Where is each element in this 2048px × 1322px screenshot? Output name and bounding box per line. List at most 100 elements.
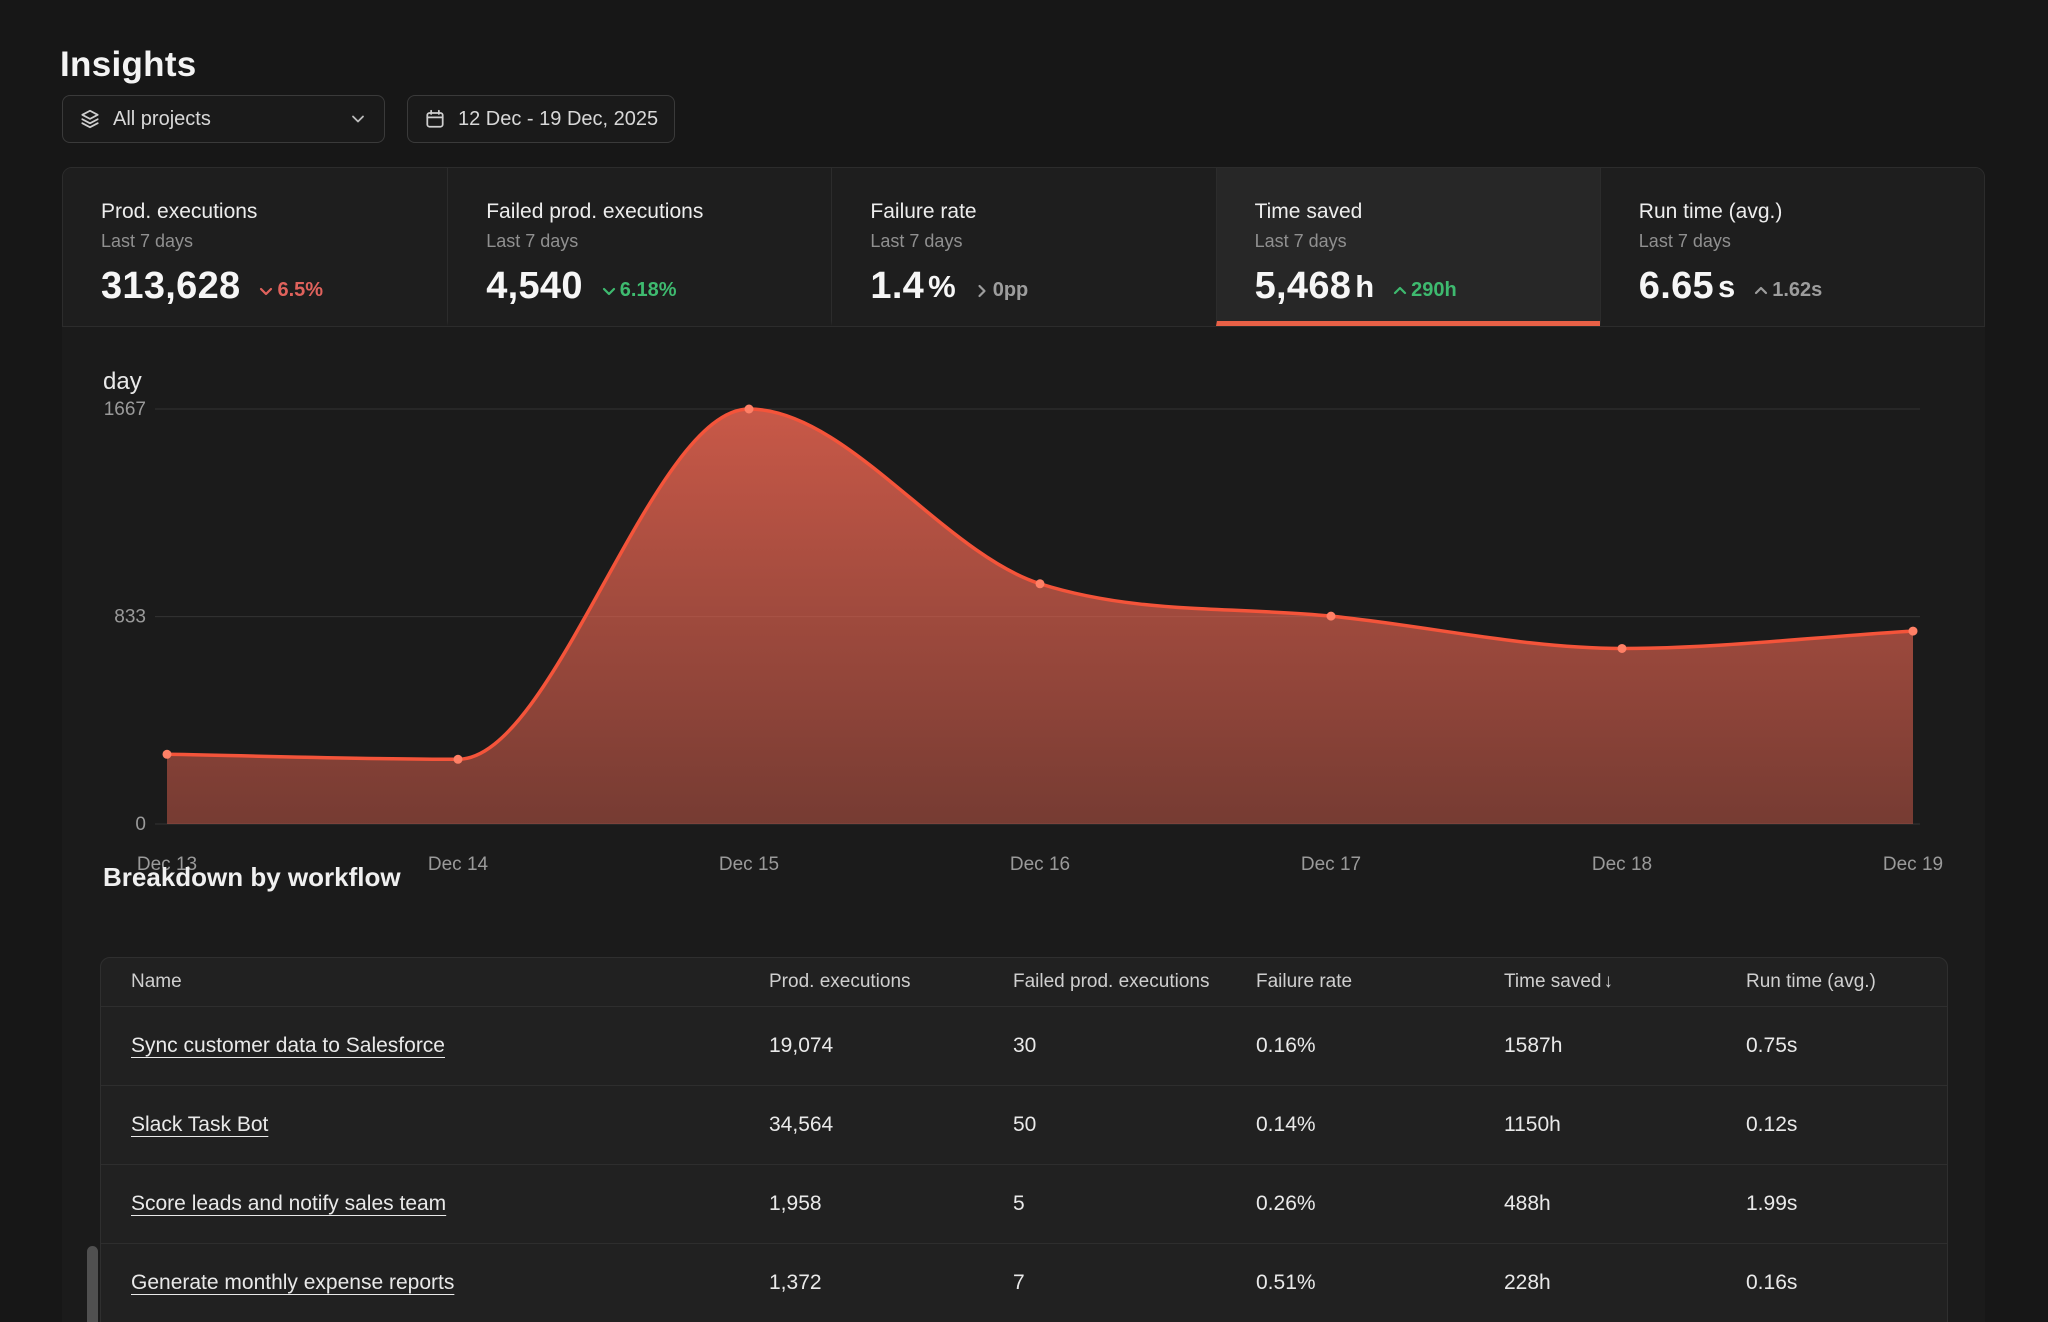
project-filter-select[interactable]: All projects [62, 95, 385, 143]
data-point-dec-19[interactable] [1909, 627, 1918, 636]
page-title: Insights [60, 45, 197, 85]
cell-failed_prod_executions: 50 [1013, 1113, 1256, 1137]
insights-chart[interactable]: 08331667Dec 13Dec 14Dec 15Dec 16Dec 17De… [62, 327, 1985, 880]
metric-value: 5,468 [1255, 265, 1352, 308]
metric-delta: 290h [1390, 279, 1457, 302]
cell-name: Slack Task Bot [101, 1113, 769, 1137]
table-row: Slack Task Bot34,564500.14%1150h0.12s [101, 1085, 1947, 1164]
metric-value-row: 313,6286.5% [101, 265, 447, 308]
metric-sublabel: Last 7 days [870, 231, 1215, 252]
cell-time_saved: 1587h [1504, 1034, 1746, 1058]
cell-prod_executions: 1,958 [769, 1192, 1013, 1216]
metric-delta: 1.62s [1751, 279, 1822, 302]
column-header-label: Prod. executions [769, 971, 911, 992]
metric-delta-text: 6.5% [277, 279, 323, 302]
metric-delta: 6.5% [256, 279, 323, 302]
chevron-down-icon [348, 109, 368, 129]
cell-failure_rate: 0.51% [1256, 1271, 1504, 1295]
metric-sublabel: Last 7 days [486, 231, 831, 252]
metric-card-failed-prod-executions[interactable]: Failed prod. executions Last 7 days 4,5406… [447, 168, 831, 326]
y-axis-tick-label: 833 [114, 607, 146, 628]
data-point-dec-13[interactable] [163, 750, 172, 759]
column-header-failed-prod-executions[interactable]: Failed prod. executions [1013, 971, 1256, 993]
data-point-dec-17[interactable] [1327, 612, 1336, 621]
filter-bar: All projects 12 Dec - 19 Dec, 2025 [62, 95, 675, 143]
cell-time_saved: 488h [1504, 1192, 1746, 1216]
y-axis-tick-label: 0 [135, 814, 146, 835]
column-header-label: Name [131, 971, 182, 992]
cell-prod_executions: 1,372 [769, 1271, 1013, 1295]
metric-sublabel: Last 7 days [1639, 231, 1984, 252]
metric-label: Failure rate [870, 200, 1215, 224]
data-point-dec-16[interactable] [1036, 579, 1045, 588]
cell-run_time_avg: 0.12s [1746, 1113, 1947, 1137]
column-header-label: Time saved [1504, 971, 1602, 992]
metric-label: Time saved [1255, 200, 1600, 224]
metric-card-time-saved[interactable]: Time saved Last 7 days 5,468h290h [1216, 168, 1600, 326]
cell-failure_rate: 0.14% [1256, 1113, 1504, 1137]
chevron-up-icon [1390, 281, 1410, 301]
calendar-icon [424, 108, 446, 130]
data-point-dec-15[interactable] [745, 405, 754, 414]
column-header-label: Failure rate [1256, 971, 1352, 992]
metric-delta: 6.18% [599, 279, 677, 302]
metric-card-prod-executions[interactable]: Prod. executionsLast 7 days313,6286.5% [63, 168, 447, 326]
cell-failed_prod_executions: 5 [1013, 1192, 1256, 1216]
column-header-prod-executions[interactable]: Prod. executions [769, 971, 1013, 993]
x-axis-tick-label: Dec 19 [1883, 854, 1943, 875]
table-row: Generate monthly expense reports1,37270.… [101, 1243, 1947, 1322]
data-point-dec-14[interactable] [454, 755, 463, 764]
table-row: Sync customer data to Salesforce19,07430… [101, 1006, 1947, 1085]
insights-panel: Prod. executionsLast 7 days313,6286.5%Fa… [62, 167, 1985, 1322]
metric-unit: % [928, 269, 956, 305]
workflow-link[interactable]: Generate monthly expense reports [131, 1271, 454, 1294]
sort-desc-icon: ↓ [1604, 971, 1614, 992]
metric-card-run-time-avg[interactable]: Run time (avg.)Last 7 days6.65s1.62s [1600, 168, 1984, 326]
metric-cards-row: Prod. executionsLast 7 days313,6286.5%Fa… [62, 167, 1985, 327]
chevron-down-icon [599, 281, 619, 301]
metric-delta-text: 290h [1411, 279, 1457, 302]
metric-unit: s [1718, 269, 1735, 305]
metric-delta-text: 1.62s [1772, 279, 1822, 302]
cell-name: Score leads and notify sales team [101, 1192, 769, 1216]
metric-delta-text: 0pp [993, 279, 1029, 302]
cell-run_time_avg: 0.16s [1746, 1271, 1947, 1295]
date-range-picker[interactable]: 12 Dec - 19 Dec, 2025 [407, 95, 675, 143]
x-axis-tick-label: Dec 15 [719, 854, 779, 875]
column-header-failure-rate[interactable]: Failure rate [1256, 971, 1504, 993]
chevron-down-icon [256, 281, 276, 301]
project-filter-label: All projects [113, 108, 211, 131]
metric-label: Failed prod. executions [486, 200, 831, 224]
column-header-time-saved[interactable]: Time saved↓ [1504, 971, 1746, 993]
x-axis-tick-label: Dec 14 [428, 854, 489, 875]
cell-failed_prod_executions: 7 [1013, 1271, 1256, 1295]
metric-sublabel: Last 7 days [1255, 231, 1600, 252]
column-header-name[interactable]: Name [101, 971, 769, 993]
data-point-dec-18[interactable] [1618, 644, 1627, 653]
workflow-link[interactable]: Score leads and notify sales team [131, 1192, 446, 1215]
column-header-label: Run time (avg.) [1746, 971, 1876, 992]
cell-time_saved: 228h [1504, 1271, 1746, 1295]
workflow-link[interactable]: Slack Task Bot [131, 1113, 268, 1136]
chart-area[interactable]: 08331667Dec 13Dec 14Dec 15Dec 16Dec 17De… [62, 327, 1985, 880]
metric-value-row: 6.65s 1.62s [1639, 265, 1984, 308]
metric-card-failure-rate[interactable]: Failure rateLast 7 days1.4%0pp [831, 168, 1215, 326]
chart-granularity-label: day [103, 368, 142, 395]
x-axis-tick-label: Dec 17 [1301, 854, 1361, 875]
metric-value-row: 4,5406.18% [486, 265, 831, 308]
date-range-label: 12 Dec - 19 Dec, 2025 [458, 108, 658, 131]
cell-failed_prod_executions: 30 [1013, 1034, 1256, 1058]
metric-delta: 0pp [972, 279, 1029, 302]
column-header-run-time-avg-[interactable]: Run time (avg.) [1746, 971, 1947, 993]
scrollbar-thumb[interactable] [87, 1246, 98, 1322]
workflow-link[interactable]: Sync customer data to Salesforce [131, 1034, 445, 1057]
metric-value: 6.65 [1639, 265, 1714, 308]
cell-run_time_avg: 1.99s [1746, 1192, 1947, 1216]
metric-value-row: 5,468h290h [1255, 265, 1600, 308]
chevron-right-icon [972, 281, 992, 301]
workflow-table: Name Prod. executions Failed prod. executi… [100, 957, 1948, 1322]
cell-failure_rate: 0.16% [1256, 1034, 1504, 1058]
x-axis-tick-label: Dec 18 [1592, 854, 1652, 875]
cell-prod_executions: 34,564 [769, 1113, 1013, 1137]
cell-failure_rate: 0.26% [1256, 1192, 1504, 1216]
